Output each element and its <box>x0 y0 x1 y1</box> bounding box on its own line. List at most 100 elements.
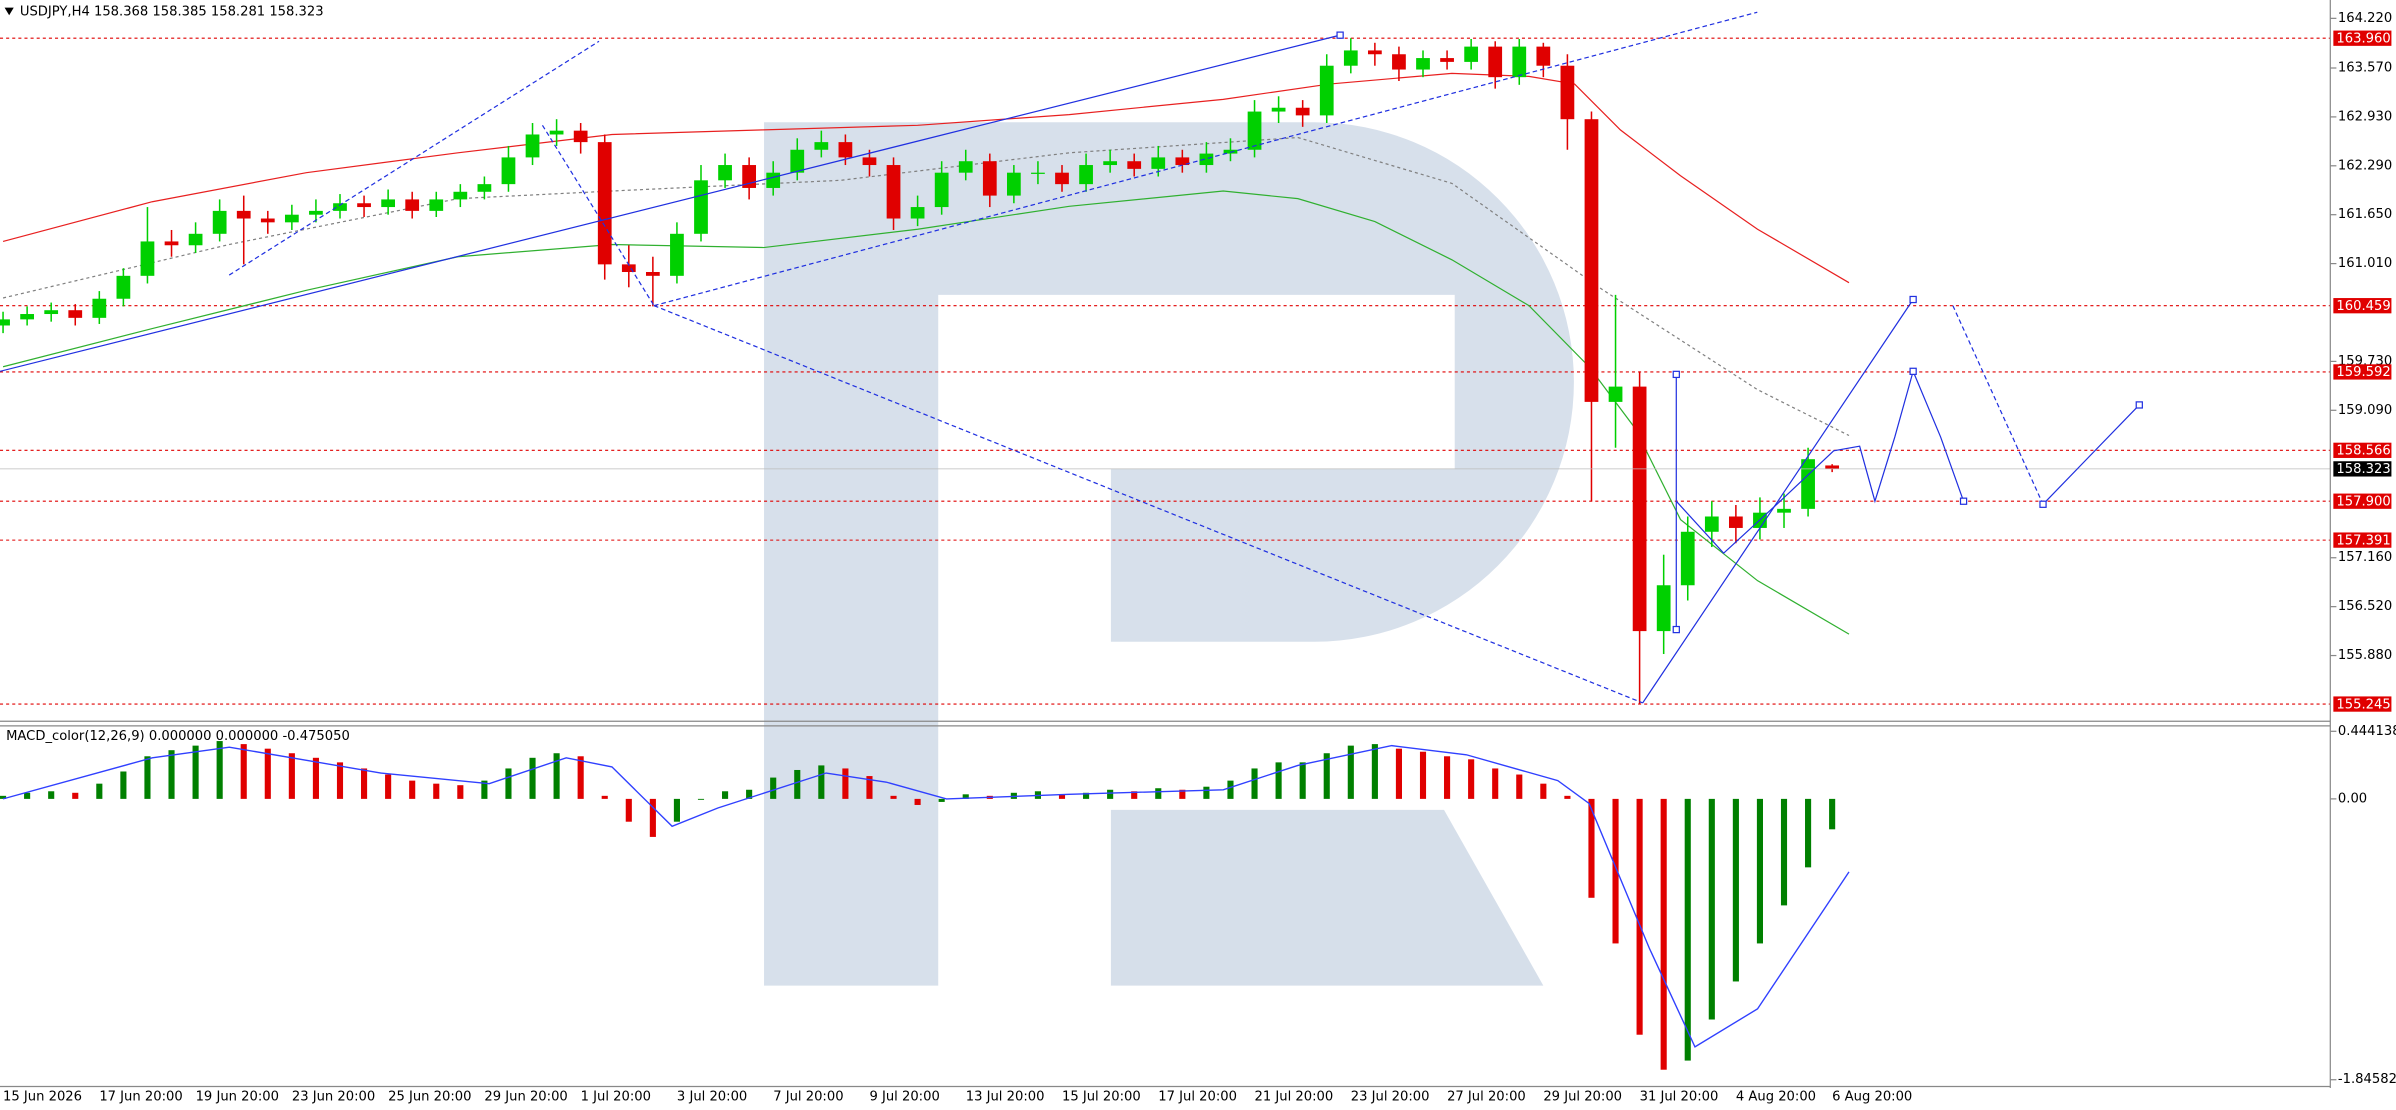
candle-body <box>1825 465 1840 469</box>
x-tick-label: 21 Jul 20:00 <box>1255 1090 1334 1105</box>
forecast-path <box>1675 369 1965 555</box>
candle-body <box>982 161 997 196</box>
candle-body <box>1656 585 1671 632</box>
x-tick-label: 31 Jul 20:00 <box>1640 1090 1719 1105</box>
candle-body <box>381 199 396 208</box>
candle-body <box>44 310 59 315</box>
histogram-bar <box>1083 792 1090 799</box>
x-tick-label: 29 Jun 20:00 <box>484 1090 567 1105</box>
histogram-bar <box>1131 791 1138 799</box>
histogram-bar <box>866 776 873 799</box>
indicator-title: MACD_color(12,26,9) 0.000000 0.000000 -0… <box>6 729 350 744</box>
histogram-bar <box>1540 783 1547 799</box>
candle-body <box>1103 161 1118 166</box>
candle-body <box>357 203 371 208</box>
histogram-bar <box>1275 762 1282 799</box>
candle-body <box>1367 50 1382 55</box>
point <box>1909 295 1917 304</box>
histogram-bar <box>1780 798 1788 906</box>
histogram-bar <box>529 757 536 799</box>
point <box>1672 625 1680 634</box>
forecast-path <box>2042 404 2140 505</box>
candle-body <box>453 191 468 200</box>
histogram-bar <box>216 741 223 799</box>
moving-average <box>2 72 1850 284</box>
candle-body <box>910 207 925 219</box>
histogram-bar <box>1395 748 1402 799</box>
x-tick-label: 23 Jul 20:00 <box>1351 1090 1430 1105</box>
histogram-bar <box>1107 789 1114 799</box>
forecast-line <box>1952 305 2044 505</box>
trend-line <box>0 34 1341 372</box>
watermark <box>764 122 1574 986</box>
histogram-bar <box>96 783 103 799</box>
level-label: 163.960 <box>2336 31 2390 46</box>
level-label-box <box>2333 493 2392 509</box>
histogram-bar <box>1419 751 1427 799</box>
histogram-bar <box>746 789 753 799</box>
point <box>2039 500 2047 508</box>
level-label-box <box>2333 442 2392 458</box>
point <box>1336 31 1344 39</box>
candle-body <box>645 272 660 276</box>
y-tick-label: 163.570 <box>2338 61 2392 76</box>
histogram-bar <box>673 798 680 822</box>
histogram-bar <box>1564 795 1571 799</box>
histogram-bar <box>722 791 729 799</box>
histogram-bar <box>1805 798 1812 868</box>
histogram-bar <box>72 792 79 799</box>
point <box>1909 367 1917 375</box>
candle-body <box>1151 157 1166 169</box>
x-tick-label: 9 Jul 20:00 <box>869 1090 939 1105</box>
histogram-bar <box>1732 798 1739 982</box>
x-tick-label: 27 Jul 20:00 <box>1447 1090 1526 1105</box>
x-tick-label: 19 Jun 20:00 <box>196 1090 279 1105</box>
candle-body <box>1392 54 1406 70</box>
candle-body <box>1632 386 1647 632</box>
histogram-bar <box>144 756 151 799</box>
candle-body <box>1584 119 1599 402</box>
candle-body <box>309 210 323 215</box>
x-tick-label: 23 Jun 20:00 <box>292 1090 375 1105</box>
x-tick-label: 17 Jul 20:00 <box>1158 1090 1237 1105</box>
histogram-bar <box>168 750 175 799</box>
histogram-bar <box>288 753 295 799</box>
histogram-bar <box>794 769 801 799</box>
histogram-bar <box>625 798 632 822</box>
histogram-bar <box>1708 798 1715 1020</box>
y-tick-label: 0.00 <box>2338 791 2367 806</box>
histogram-bar <box>433 783 440 799</box>
candle-body <box>1488 46 1503 78</box>
histogram-bar <box>1588 798 1595 898</box>
candle-body <box>1680 531 1695 586</box>
point <box>1672 370 1680 379</box>
histogram-bar <box>312 757 319 799</box>
candle-body <box>1729 516 1743 528</box>
histogram-bar <box>842 768 849 799</box>
x-tick-label: 15 Jul 20:00 <box>1062 1090 1141 1105</box>
candle-body <box>501 157 516 185</box>
candle-body <box>68 310 83 318</box>
candle-body <box>116 275 131 299</box>
histogram-bar <box>361 768 368 799</box>
candle-body <box>333 203 347 211</box>
histogram-bar <box>48 791 55 799</box>
candle-body <box>549 130 564 135</box>
candle-body <box>790 149 805 173</box>
candle-body <box>1464 46 1479 62</box>
chart-title: USDJPY,H4 158.368 158.385 158.281 158.32… <box>20 5 324 20</box>
candle-body <box>670 233 684 276</box>
candle-body <box>1560 65 1575 120</box>
histogram-bar <box>481 780 488 799</box>
candle-body <box>1199 153 1214 166</box>
level-label-box <box>2333 364 2392 380</box>
frame <box>0 0 2331 1088</box>
y-tick-label: 162.930 <box>2338 109 2392 124</box>
candle-body <box>429 199 444 211</box>
candle-body <box>1512 46 1527 78</box>
histogram-bar <box>409 780 416 799</box>
candle-body <box>1704 516 1719 532</box>
histogram-bar <box>938 798 945 802</box>
y-tick-label: 0.444138 <box>2338 724 2396 739</box>
signal-line <box>2 744 1850 1048</box>
